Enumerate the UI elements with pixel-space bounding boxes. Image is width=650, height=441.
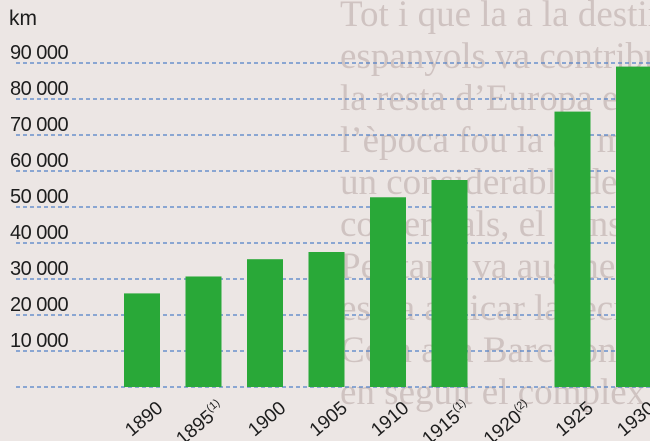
bar-1890 xyxy=(124,293,160,387)
bar-1905 xyxy=(308,252,345,387)
y-tick-labels: 10 000 20 000 30 000 40 000 50 000 60 000 70 0… xyxy=(10,42,69,352)
x-tick-label: 1930 xyxy=(613,398,650,441)
y-tick-label: 60 000 xyxy=(10,150,69,172)
y-tick-label: 10 000 xyxy=(10,330,69,352)
y-tick-label: 30 000 xyxy=(10,258,69,280)
x-tick-label: 1890 xyxy=(121,398,167,441)
x-tick-label: 1895(1) xyxy=(172,397,229,441)
bar-1930 xyxy=(616,66,650,387)
bars xyxy=(124,66,650,387)
bar-1900 xyxy=(247,259,283,387)
x-tick-label: 1905 xyxy=(306,398,352,441)
x-tick-label: 1910 xyxy=(367,398,413,441)
y-tick-label: 90 000 xyxy=(10,42,69,64)
bar-1925 xyxy=(554,111,591,387)
y-axis-unit-label: km xyxy=(9,7,37,30)
x-tick-label: 1915(1) xyxy=(418,397,475,441)
y-tick-label: 20 000 xyxy=(10,294,69,316)
bar-1910 xyxy=(370,197,406,387)
x-tick-labels: 1890 1895(1) 1900 1905 1910 1915(1)1920(2) 192… xyxy=(121,397,650,441)
x-tick-label: 1900 xyxy=(244,398,290,441)
x-tick-label: 1920(2) xyxy=(479,397,536,441)
y-tick-label: 70 000 xyxy=(10,114,69,136)
x-tick-label: 1925 xyxy=(552,398,598,441)
y-tick-label: 50 000 xyxy=(10,186,69,208)
bar-1915 xyxy=(431,180,468,387)
bar-1895 xyxy=(185,276,222,387)
y-tick-label: 40 000 xyxy=(10,222,69,244)
y-tick-label: 80 000 xyxy=(10,78,69,100)
